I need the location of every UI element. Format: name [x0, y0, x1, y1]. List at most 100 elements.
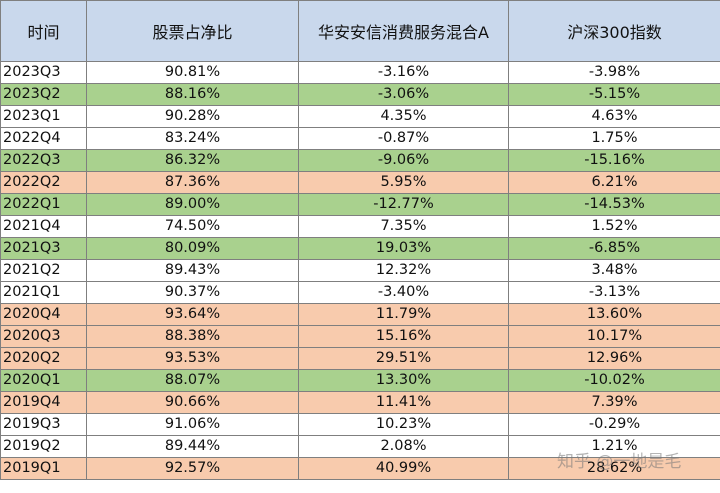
table-row: 2022Q3 86.32% -9.06% -15.16%: [0, 149, 720, 172]
cell-period: 2021Q3: [0, 237, 87, 260]
table-row: 2021Q4 74.50% 7.35% 1.52%: [0, 215, 720, 238]
table-row: 2023Q2 88.16% -3.06% -5.15%: [0, 83, 720, 106]
table-row: 2021Q3 80.09% 19.03% -6.85%: [0, 237, 720, 260]
cell-stock-ratio: 92.57%: [86, 457, 299, 480]
cell-csi300-return: 12.96%: [508, 347, 720, 370]
table-row: 2019Q3 91.06% 10.23% -0.29%: [0, 413, 720, 436]
cell-stock-ratio: 90.28%: [86, 105, 299, 128]
cell-fund-return: 40.99%: [298, 457, 509, 480]
table-row: 2020Q2 93.53% 29.51% 12.96%: [0, 347, 720, 370]
cell-period: 2019Q3: [0, 413, 87, 436]
cell-fund-return: -0.87%: [298, 127, 509, 150]
header-csi300-return: 沪深300指数: [508, 0, 720, 62]
cell-period: 2019Q2: [0, 435, 87, 458]
cell-fund-return: -3.06%: [298, 83, 509, 106]
cell-fund-return: -3.40%: [298, 281, 509, 304]
cell-period: 2019Q4: [0, 391, 87, 414]
cell-csi300-return: 10.17%: [508, 325, 720, 348]
table-row: 2023Q1 90.28% 4.35% 4.63%: [0, 105, 720, 128]
cell-fund-return: 19.03%: [298, 237, 509, 260]
cell-period: 2023Q2: [0, 83, 87, 106]
cell-fund-return: 5.95%: [298, 171, 509, 194]
header-stock-ratio: 股票占净比: [86, 0, 299, 62]
cell-csi300-return: 3.48%: [508, 259, 720, 282]
cell-period: 2020Q1: [0, 369, 87, 392]
table-row: 2020Q4 93.64% 11.79% 13.60%: [0, 303, 720, 326]
cell-stock-ratio: 80.09%: [86, 237, 299, 260]
cell-csi300-return: 4.63%: [508, 105, 720, 128]
cell-stock-ratio: 89.44%: [86, 435, 299, 458]
cell-stock-ratio: 93.64%: [86, 303, 299, 326]
cell-csi300-return: -0.29%: [508, 413, 720, 436]
cell-period: 2020Q4: [0, 303, 87, 326]
cell-period: 2020Q3: [0, 325, 87, 348]
cell-fund-return: 2.08%: [298, 435, 509, 458]
cell-csi300-return: -6.85%: [508, 237, 720, 260]
header-row: 时间 股票占净比 华安安信消费服务混合A 沪深300指数: [0, 0, 720, 62]
cell-period: 2022Q2: [0, 171, 87, 194]
cell-csi300-return: 1.21%: [508, 435, 720, 458]
cell-csi300-return: -3.13%: [508, 281, 720, 304]
cell-fund-return: 7.35%: [298, 215, 509, 238]
cell-fund-return: 10.23%: [298, 413, 509, 436]
cell-stock-ratio: 89.00%: [86, 193, 299, 216]
cell-stock-ratio: 91.06%: [86, 413, 299, 436]
table-row: 2020Q1 88.07% 13.30% -10.02%: [0, 369, 720, 392]
cell-stock-ratio: 88.16%: [86, 83, 299, 106]
cell-period: 2021Q1: [0, 281, 87, 304]
cell-stock-ratio: 90.37%: [86, 281, 299, 304]
table-row: 2019Q4 90.66% 11.41% 7.39%: [0, 391, 720, 414]
table-row: 2019Q2 89.44% 2.08% 1.21%: [0, 435, 720, 458]
table-row: 2019Q1 92.57% 40.99% 28.62%: [0, 457, 720, 480]
cell-period: 2023Q3: [0, 61, 87, 84]
cell-fund-return: 29.51%: [298, 347, 509, 370]
cell-period: 2020Q2: [0, 347, 87, 370]
cell-csi300-return: 13.60%: [508, 303, 720, 326]
cell-csi300-return: 1.52%: [508, 215, 720, 238]
fund-performance-table: 时间 股票占净比 华安安信消费服务混合A 沪深300指数 2023Q3 90.81…: [0, 0, 720, 480]
cell-stock-ratio: 83.24%: [86, 127, 299, 150]
cell-csi300-return: 7.39%: [508, 391, 720, 414]
cell-csi300-return: 1.75%: [508, 127, 720, 150]
cell-csi300-return: -5.15%: [508, 83, 720, 106]
cell-fund-return: 11.79%: [298, 303, 509, 326]
table-row: 2023Q3 90.81% -3.16% -3.98%: [0, 61, 720, 84]
cell-stock-ratio: 88.07%: [86, 369, 299, 392]
header-period: 时间: [0, 0, 87, 62]
cell-period: 2021Q4: [0, 215, 87, 238]
cell-csi300-return: 28.62%: [508, 457, 720, 480]
cell-period: 2022Q4: [0, 127, 87, 150]
cell-stock-ratio: 90.81%: [86, 61, 299, 84]
cell-fund-return: 12.32%: [298, 259, 509, 282]
table-row: 2022Q1 89.00% -12.77% -14.53%: [0, 193, 720, 216]
cell-fund-return: 11.41%: [298, 391, 509, 414]
cell-csi300-return: -15.16%: [508, 149, 720, 172]
cell-fund-return: -9.06%: [298, 149, 509, 172]
cell-fund-return: -12.77%: [298, 193, 509, 216]
table-row: 2021Q2 89.43% 12.32% 3.48%: [0, 259, 720, 282]
cell-stock-ratio: 90.66%: [86, 391, 299, 414]
table-row: 2022Q4 83.24% -0.87% 1.75%: [0, 127, 720, 150]
table-body: 2023Q3 90.81% -3.16% -3.98% 2023Q2 88.16% -3.0…: [0, 61, 720, 480]
header-fund-return: 华安安信消费服务混合A: [298, 0, 509, 62]
cell-stock-ratio: 87.36%: [86, 171, 299, 194]
cell-stock-ratio: 93.53%: [86, 347, 299, 370]
cell-period: 2022Q1: [0, 193, 87, 216]
cell-period: 2021Q2: [0, 259, 87, 282]
cell-csi300-return: -3.98%: [508, 61, 720, 84]
cell-fund-return: 4.35%: [298, 105, 509, 128]
table-row: 2022Q2 87.36% 5.95% 6.21%: [0, 171, 720, 194]
cell-csi300-return: -14.53%: [508, 193, 720, 216]
cell-stock-ratio: 74.50%: [86, 215, 299, 238]
table-row: 2021Q1 90.37% -3.40% -3.13%: [0, 281, 720, 304]
cell-stock-ratio: 88.38%: [86, 325, 299, 348]
cell-csi300-return: 6.21%: [508, 171, 720, 194]
table-row: 2020Q3 88.38% 15.16% 10.17%: [0, 325, 720, 348]
cell-fund-return: -3.16%: [298, 61, 509, 84]
cell-period: 2019Q1: [0, 457, 87, 480]
cell-period: 2023Q1: [0, 105, 87, 128]
cell-csi300-return: -10.02%: [508, 369, 720, 392]
cell-stock-ratio: 86.32%: [86, 149, 299, 172]
cell-fund-return: 15.16%: [298, 325, 509, 348]
cell-fund-return: 13.30%: [298, 369, 509, 392]
